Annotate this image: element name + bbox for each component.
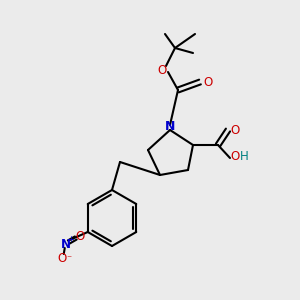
Text: O: O [230, 124, 240, 136]
Text: H: H [240, 149, 248, 163]
Text: O: O [203, 76, 213, 88]
Text: O: O [57, 253, 66, 266]
Text: O: O [230, 149, 240, 163]
Text: O: O [158, 64, 166, 76]
Text: +: + [67, 235, 74, 244]
Text: N: N [165, 121, 175, 134]
Text: ⁻: ⁻ [66, 254, 71, 264]
Text: O: O [75, 230, 84, 242]
Text: N: N [61, 238, 71, 250]
